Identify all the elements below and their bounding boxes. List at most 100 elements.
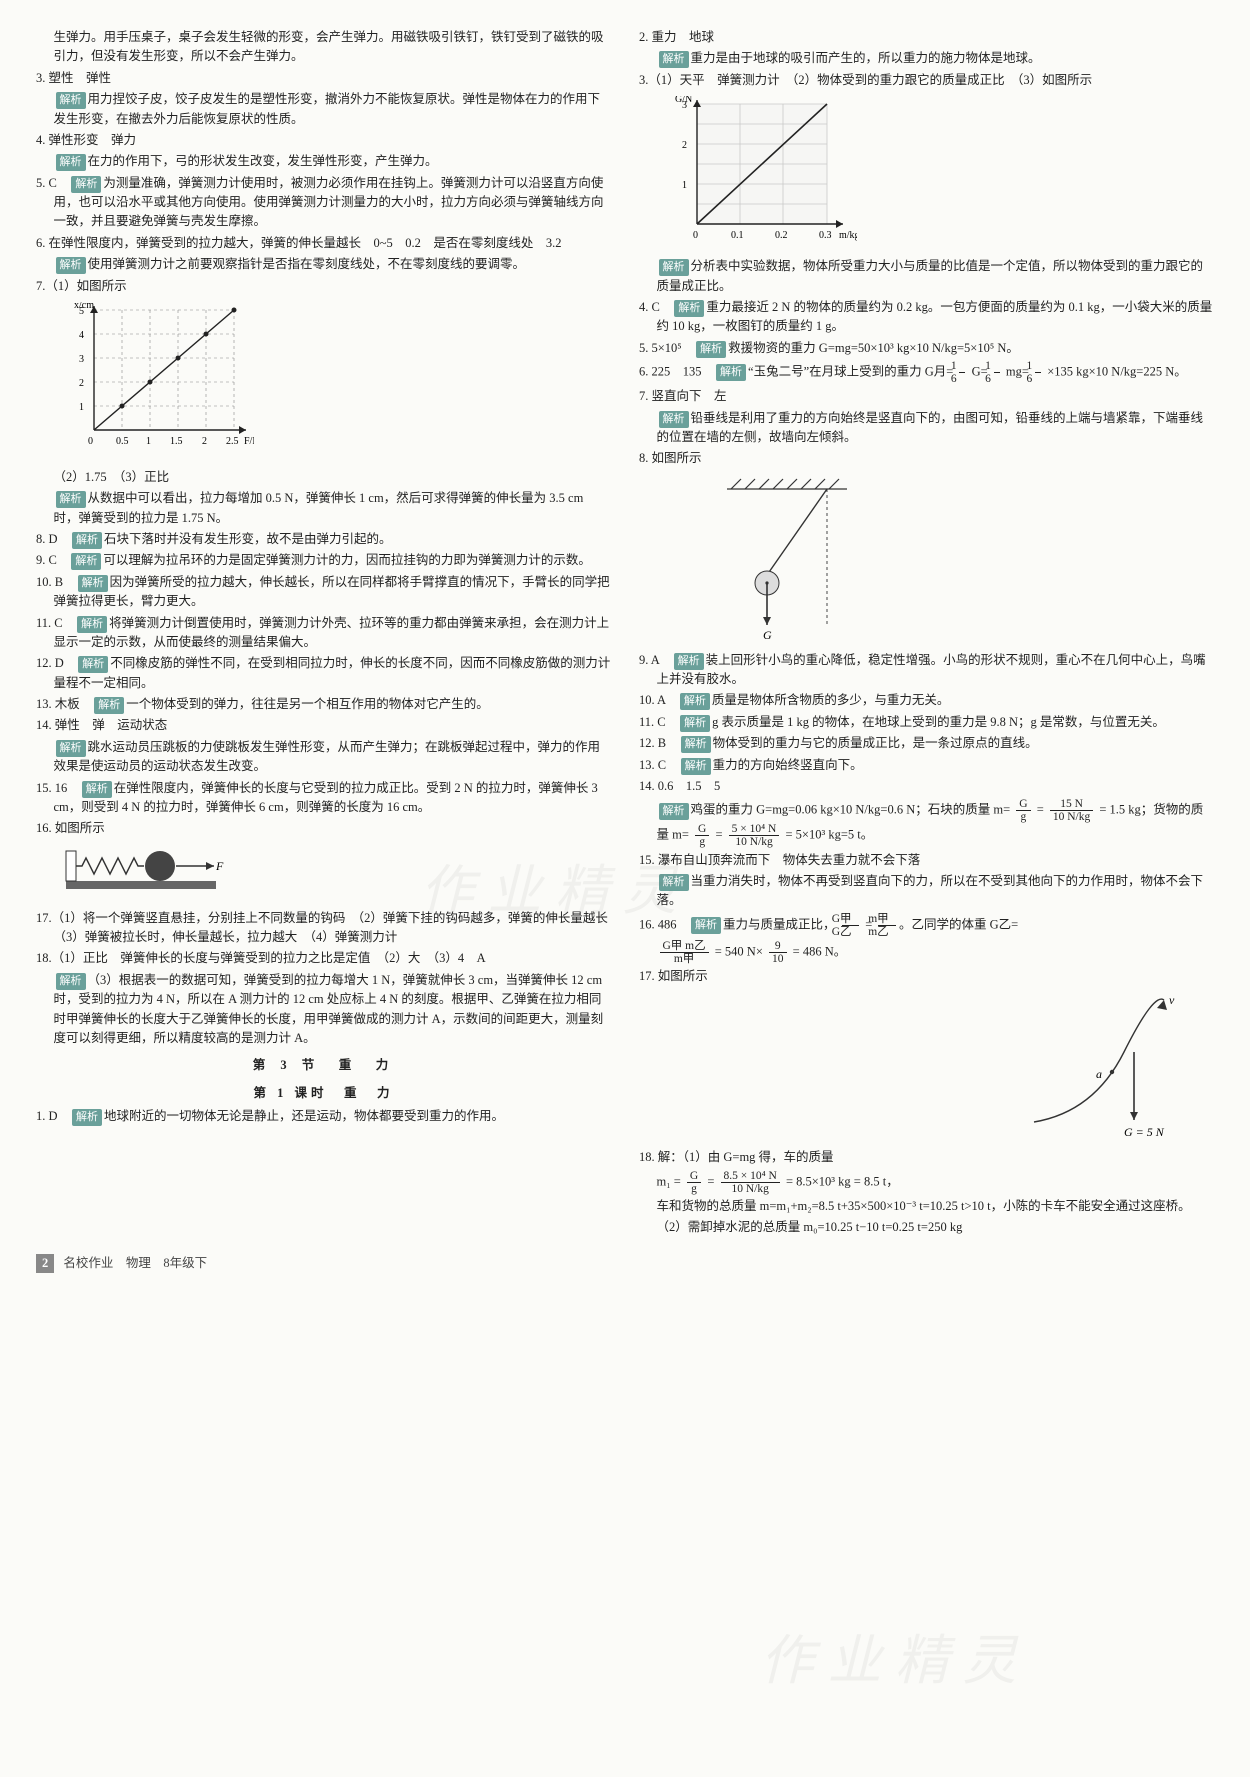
r-14-exp: 解析鸡蛋的重力 G=mg=0.06 kg×10 N/kg=0.6 N；石块的质量… [639, 798, 1214, 848]
item-14-exp: 解析跳水运动员压跳板的力使跳板发生弹性形变，从而产生弹力；在跳板弹起过程中，弹力… [36, 738, 611, 777]
item-3: 3. 塑性 弹性 [36, 69, 611, 88]
svg-text:0: 0 [88, 436, 93, 447]
tag-analysis: 解析 [78, 656, 108, 673]
item-13: 13. 木板 解析一个物体受到的弹力，往往是另一个相互作用的物体对它产生的。 [36, 695, 611, 714]
chart-7: 1 2 3 4 5 x/cm 0 0.51 1.52 2.5 F/N [64, 302, 612, 462]
r-2: 2. 重力 地球 [639, 28, 1214, 47]
fig-16: F [64, 845, 612, 903]
item-7-exp: 解析从数据中可以看出，拉力每增加 0.5 N，弹簧伸长 1 cm，然后可求得弹簧… [36, 489, 611, 528]
svg-text:3: 3 [79, 354, 84, 365]
item-14: 14. 弹性 弹 运动状态 [36, 716, 611, 735]
svg-text:2.5: 2.5 [226, 436, 239, 447]
item-5: 5. C 解析为测量准确，弹簧测力计使用时，被测力必须作用在挂钩上。弹簧测力计可… [36, 174, 611, 232]
tag-analysis: 解析 [674, 300, 704, 317]
item-17: 17.（1）将一个弹簧竖直悬挂，分别挂上不同数量的钩码 （2）弹簧下挂的钩码越多… [36, 909, 611, 948]
tag-analysis: 解析 [71, 553, 101, 570]
svg-text:2: 2 [202, 436, 207, 447]
fig-r8: G [667, 475, 1215, 645]
r-7: 7. 竖直向下 左 [639, 387, 1214, 406]
tag-analysis: 解析 [681, 736, 711, 753]
tag-analysis: 解析 [659, 259, 689, 276]
svg-text:a: a [1096, 1067, 1102, 1081]
svg-text:1: 1 [682, 180, 687, 191]
r-15: 15. 瀑布自山顶奔流而下 物体失去重力就不会下落 [639, 851, 1214, 870]
r-18c: 车和货物的总质量 m=m₁+m₂=8.5 t+35×500×10⁻³ t=10.… [639, 1197, 1214, 1216]
svg-text:F: F [215, 859, 224, 873]
tag-analysis: 解析 [680, 715, 710, 732]
item-18: 18.（1）正比 弹簧伸长的长度与弹簧受到的拉力之比是定值 （2）大 （3）4 … [36, 949, 611, 968]
tag-analysis: 解析 [82, 781, 112, 798]
page-footer: 2 名校作业 物理 8年级下 [36, 1254, 1214, 1273]
item-12: 12. D 解析不同橡皮筋的弹性不同，在受到相同拉力时，伸长的长度不同，因而不同… [36, 654, 611, 693]
svg-text:0: 0 [693, 230, 698, 241]
r-7-exp: 解析铅垂线是利用了重力的方向始终是竖直向下的，由图可知，铅垂线的上端与墙紧靠，下… [639, 409, 1214, 448]
r-15-exp: 解析当重力消失时，物体不再受到竖直向下的力，所以在不受到其他向下的力作用时，物体… [639, 872, 1214, 911]
r-5: 5. 5×10⁵ 解析救援物资的重力 G=mg=50×10³ kg×10 N/k… [639, 339, 1214, 358]
tag-analysis: 解析 [659, 874, 689, 891]
q1: 1. D 解析地球附近的一切物体无论是静止，还是运动，物体都要受到重力的作用。 [36, 1107, 611, 1126]
chart-r3: 1 2 3 G/N 0 0.1 0.2 0.3 m/kg [667, 96, 1215, 251]
tag-analysis: 解析 [680, 693, 710, 710]
tag-analysis: 解析 [659, 803, 689, 820]
tag-analysis: 解析 [696, 341, 726, 358]
svg-text:0.1: 0.1 [731, 230, 744, 241]
hanging-ball-svg: G [667, 475, 867, 645]
r-16b: G甲 m乙m甲 = 540 N× 910 = 486 N。 [639, 940, 1214, 965]
tag-analysis: 解析 [71, 176, 101, 193]
svg-text:1: 1 [79, 402, 84, 413]
para-intro: 生弹力。用手压桌子，桌子会发生轻微的形变，会产生弹力。用磁铁吸引铁钉，铁钉受到了… [36, 28, 611, 67]
item-8: 8. D 解析石块下落时并没有发生形变，故不是由弹力引起的。 [36, 530, 611, 549]
right-column: 2. 重力 地球 解析重力是由于地球的吸引而产生的，所以重力的施力物体是地球。 … [639, 28, 1214, 1240]
r-3: 3.（1）天平 弹簧测力计 （2）物体受到的重力跟它的质量成正比 （3）如图所示 [639, 71, 1214, 90]
item-11: 11. C 解析将弹簧测力计倒置使用时，弹簧测力计外壳、拉环等的重力都由弹簧来承… [36, 614, 611, 653]
item-18-exp: 解析（3）根据表一的数据可知，弹簧受到的拉力每增大 1 N，弹簧就伸长 3 cm… [36, 971, 611, 1049]
r-18b: m₁ = Gg = 8.5 × 10⁴ N10 N/kg = 8.5×10³ k… [639, 1170, 1214, 1195]
tag-analysis: 解析 [56, 92, 86, 109]
r-13: 13. C 解析重力的方向始终竖直向下。 [639, 756, 1214, 775]
item-4-exp: 解析在力的作用下，弓的形状发生改变，发生弹性形变，产生弹力。 [36, 152, 611, 171]
svg-text:0.2: 0.2 [775, 230, 788, 241]
r-14: 14. 0.6 1.5 5 [639, 777, 1214, 796]
r-3-exp: 解析分析表中实验数据，物体所受重力大小与质量的比值是一个定值，所以物体受到的重力… [639, 257, 1214, 296]
tag-analysis: 解析 [56, 257, 86, 274]
item-3-exp: 解析用力捏饺子皮，饺子皮发生的是塑性形变，撤消外力不能恢复原状。弹性是物体在力的… [36, 90, 611, 129]
tag-analysis: 解析 [56, 740, 86, 757]
svg-text:G = 5 N: G = 5 N [1124, 1125, 1165, 1139]
tag-analysis: 解析 [674, 653, 704, 670]
svg-text:2: 2 [682, 140, 687, 151]
svg-text:v: v [1169, 993, 1175, 1007]
tag-analysis: 解析 [56, 973, 86, 990]
tag-analysis: 解析 [716, 364, 746, 381]
tag-analysis: 解析 [56, 491, 86, 508]
r-11: 11. C 解析g 表示质量是 1 kg 的物体，在地球上受到的重力是 9.8 … [639, 713, 1214, 732]
r-18a: 18. 解：（1）由 G=mg 得，车的质量 [639, 1148, 1214, 1167]
r-12: 12. B 解析物体受到的重力与它的质量成正比，是一条过原点的直线。 [639, 734, 1214, 753]
r-10: 10. A 解析质量是物体所含物质的多少，与重力无关。 [639, 691, 1214, 710]
item-16: 16. 如图所示 [36, 819, 611, 838]
tag-analysis: 解析 [77, 616, 107, 633]
curve-diagram: v a G = 5 N [1014, 992, 1214, 1142]
svg-text:G/N: G/N [675, 96, 692, 105]
two-column-layout: 生弹力。用手压桌子，桌子会发生轻微的形变，会产生弹力。用磁铁吸引铁钉，铁钉受到了… [36, 28, 1214, 1240]
item-15: 15. 16 解析在弹性限度内，弹簧伸长的长度与它受到的拉力成正比。受到 2 N… [36, 779, 611, 818]
r-17: 17. 如图所示 [639, 967, 1214, 986]
tag-analysis: 解析 [681, 758, 711, 775]
svg-text:x/cm: x/cm [74, 302, 94, 311]
chart-7-svg: 1 2 3 4 5 x/cm 0 0.51 1.52 2.5 F/N [64, 302, 254, 462]
section-3-title: 第 3 节 重 力 [36, 1056, 611, 1075]
svg-text:0.3: 0.3 [819, 230, 832, 241]
tag-analysis: 解析 [78, 575, 108, 592]
footer-title: 名校作业 物理 8年级下 [63, 1256, 207, 1270]
svg-text:1: 1 [146, 436, 151, 447]
svg-text:2: 2 [79, 378, 84, 389]
r-6: 6. 225 135 解析“玉兔二号”在月球上受到的重力 G月= 16 G= 1… [639, 360, 1214, 385]
chart-r3-svg: 1 2 3 G/N 0 0.1 0.2 0.3 m/kg [667, 96, 857, 251]
svg-text:4: 4 [79, 330, 84, 341]
svg-text:0.5: 0.5 [116, 436, 129, 447]
tag-analysis: 解析 [659, 51, 689, 68]
spring-diagram: F [64, 845, 234, 903]
item-6: 6. 在弹性限度内，弹簧受到的拉力越大，弹簧的伸长量越长 0~5 0.2 是否在… [36, 234, 611, 253]
tag-analysis: 解析 [72, 1109, 102, 1126]
item-10: 10. B 解析因为弹簧所受的拉力越大，伸长越长，所以在同样都将手臂撑直的情况下… [36, 573, 611, 612]
tag-analysis: 解析 [691, 917, 721, 934]
